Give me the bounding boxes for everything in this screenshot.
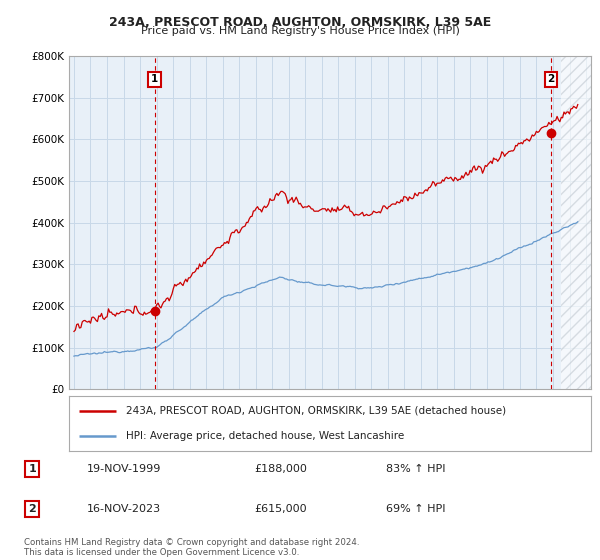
- Text: £615,000: £615,000: [254, 504, 307, 514]
- Text: 69% ↑ HPI: 69% ↑ HPI: [386, 504, 446, 514]
- Text: 19-NOV-1999: 19-NOV-1999: [87, 464, 161, 474]
- Text: 243A, PRESCOT ROAD, AUGHTON, ORMSKIRK, L39 5AE (detached house): 243A, PRESCOT ROAD, AUGHTON, ORMSKIRK, L…: [127, 406, 506, 416]
- Text: Price paid vs. HM Land Registry's House Price Index (HPI): Price paid vs. HM Land Registry's House …: [140, 26, 460, 36]
- Text: £188,000: £188,000: [254, 464, 307, 474]
- Text: 83% ↑ HPI: 83% ↑ HPI: [386, 464, 446, 474]
- Text: 2: 2: [28, 504, 36, 514]
- Text: 1: 1: [151, 74, 158, 85]
- Text: HPI: Average price, detached house, West Lancashire: HPI: Average price, detached house, West…: [127, 431, 404, 441]
- Text: Contains HM Land Registry data © Crown copyright and database right 2024.
This d: Contains HM Land Registry data © Crown c…: [24, 538, 359, 557]
- Text: 16-NOV-2023: 16-NOV-2023: [87, 504, 161, 514]
- Text: 1: 1: [28, 464, 36, 474]
- Text: 243A, PRESCOT ROAD, AUGHTON, ORMSKIRK, L39 5AE: 243A, PRESCOT ROAD, AUGHTON, ORMSKIRK, L…: [109, 16, 491, 29]
- Bar: [561, 56, 591, 389]
- Text: 2: 2: [547, 74, 554, 85]
